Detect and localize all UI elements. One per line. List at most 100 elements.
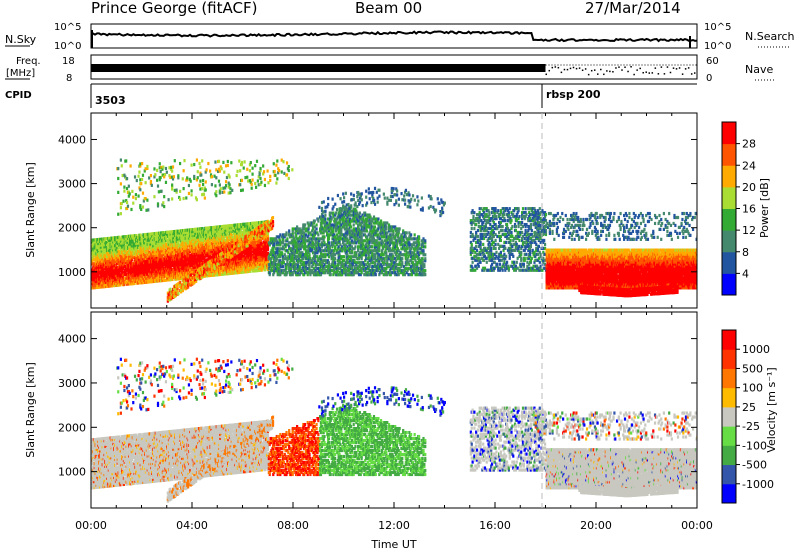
upper-power-cell-24 — [125, 200, 129, 205]
morning-power-cell-212 — [98, 237, 102, 241]
morning-power-cell-851 — [126, 258, 129, 262]
morning-power-cell-2615 — [200, 246, 203, 251]
morning-power-cell-2597 — [199, 239, 202, 243]
morning-power-cell-500 — [111, 284, 114, 288]
morning-power-cell-1717 — [163, 272, 166, 276]
morning-power-cell-1096 — [136, 261, 140, 265]
morning-power-cell-2100 — [179, 267, 182, 271]
morning-power-cell-2735 — [205, 250, 209, 254]
nave-dot-0 — [545, 73, 547, 76]
morning-power-cell-3044 — [219, 270, 222, 275]
morning-power-cell-1871 — [169, 258, 172, 262]
morning-power-cell-1046 — [134, 236, 137, 240]
morning-power-cell-645 — [116, 247, 119, 252]
morning-power-cell-1330 — [146, 248, 149, 252]
morning-power-cell-374 — [106, 280, 109, 284]
morning-power-cell-1304 — [145, 260, 148, 264]
morning-power-cell-2595 — [199, 245, 202, 249]
nave-dot-21 — [609, 70, 611, 73]
morning-power-cell-594 — [114, 267, 118, 272]
arc-power-cell-52 — [179, 280, 182, 285]
morning-power-cell-988 — [131, 240, 134, 244]
nave-dot-16 — [593, 69, 596, 71]
upper-power-cell-199 — [217, 159, 221, 163]
morning-power-cell-1195 — [141, 273, 144, 277]
morning-power-cell-2287 — [186, 232, 189, 236]
morning-power-cell-1582 — [157, 247, 160, 251]
morning-power-cell-1662 — [160, 253, 164, 257]
morning-power-cell-1030 — [134, 275, 137, 279]
upper-power-cell-223 — [228, 183, 231, 187]
upper-power-cell-115 — [171, 197, 174, 201]
morning-power-cell-248 — [100, 261, 103, 265]
upper-power-cell-137 — [182, 169, 185, 173]
upper-power-cell-243 — [243, 160, 246, 164]
morning-power-cell-1009 — [133, 281, 136, 286]
upper-power-cell-36 — [132, 201, 135, 205]
upper-power-cell-227 — [230, 161, 233, 165]
morning-power-cell-2334 — [189, 268, 192, 272]
upper-power-cell-85 — [156, 184, 160, 188]
upper-power-cell-189 — [214, 184, 217, 188]
upper-power-cell-180 — [205, 168, 208, 172]
nave-dot-11 — [578, 67, 581, 69]
morning-power-cell-723 — [120, 243, 123, 247]
morning-power-cell-787 — [123, 276, 126, 281]
morning-power-cell-431 — [107, 246, 110, 250]
upper-power-cell-148 — [190, 189, 193, 193]
nave-dot-1 — [548, 69, 551, 72]
upper-power-cell-40 — [134, 193, 138, 197]
morning-power-cell-76 — [93, 248, 96, 252]
morning-power-cell-920 — [129, 248, 132, 252]
morning-power-cell-32 — [91, 256, 95, 260]
morning-power-cell-662 — [117, 253, 120, 257]
morning-power-cell-141 — [96, 251, 99, 256]
upper-power-cell-160 — [198, 161, 201, 166]
upper-power-cell-192 — [215, 190, 218, 194]
morning-power-cell-2467 — [194, 241, 197, 245]
arc-power-cell-413 — [271, 220, 275, 224]
morning-power-cell-1968 — [174, 269, 177, 273]
morning-power-cell-1867 — [169, 266, 172, 270]
morning-power-cell-43 — [92, 280, 95, 284]
morning-power-cell-886 — [128, 276, 131, 280]
morning-power-cell-2089 — [178, 245, 181, 249]
freq-strip: Freq. [MHz] 18 8 60 0 Nave — [5, 54, 775, 84]
morning-power-cell-2423 — [192, 247, 195, 252]
morning-power-cell-1358 — [148, 274, 151, 278]
morning-power-cell-2240 — [184, 244, 187, 248]
morning-power-cell-1851 — [168, 250, 171, 254]
morning-power-cell-1075 — [136, 263, 139, 267]
upper-power-cell-246 — [246, 167, 249, 171]
upper-power-cell-31 — [127, 184, 130, 188]
morning-power-cell-2347 — [189, 240, 192, 244]
morning-power-cell-553 — [113, 262, 116, 266]
upper-power-cell-260 — [254, 185, 258, 189]
morning-power-cell-863 — [127, 282, 130, 286]
arc-power-cell-46 — [177, 292, 180, 296]
upper-power-cell-48 — [139, 204, 142, 208]
morning-power-cell-1600 — [158, 249, 161, 253]
morning-power-cell-1050 — [135, 273, 138, 277]
upper-power-cell-1 — [117, 212, 120, 216]
upper-power-cell-255 — [251, 178, 254, 182]
morning-power-cell-3098 — [220, 230, 224, 235]
morning-power-cell-1149 — [138, 235, 141, 239]
nave-label: Nave — [745, 63, 773, 76]
upper-power-cell-253 — [250, 186, 253, 190]
morning-power-cell-731 — [121, 269, 124, 273]
morning-power-cell-709 — [120, 279, 123, 283]
nave-dot-22 — [612, 71, 614, 73]
upper-power-cell-144 — [187, 183, 191, 188]
morning-power-cell-2328 — [188, 232, 191, 236]
upper-power-cell-284 — [273, 169, 276, 174]
morning-power-cell-1419 — [151, 274, 154, 278]
morning-power-cell-1087 — [136, 281, 140, 285]
nave-dot-28 — [630, 66, 632, 68]
morning-power-cell-1889 — [170, 260, 173, 264]
upper-power-cell-133 — [178, 161, 182, 166]
morning-power-cell-1214 — [142, 276, 145, 281]
morning-power-cell-1025 — [133, 242, 136, 246]
morning-power-cell-1017 — [133, 263, 136, 268]
morning-power-cell-1436 — [151, 234, 154, 238]
